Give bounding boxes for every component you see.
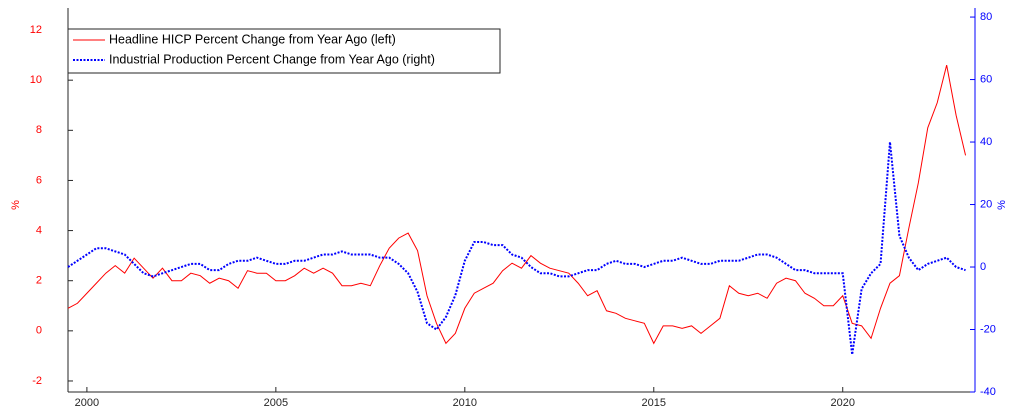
- y2-tick-label: 60: [980, 73, 992, 85]
- y-tick-label: 10: [30, 74, 42, 86]
- y2-tick-label: 40: [980, 136, 992, 148]
- legend-label: Industrial Production Percent Change fro…: [109, 52, 435, 66]
- y-tick-label: 2: [36, 275, 42, 287]
- x-tick-label: 2010: [453, 397, 477, 409]
- y2-axis-label: %: [996, 200, 1008, 210]
- x-tick-label: 2005: [264, 397, 288, 409]
- x-tick-label: 2020: [830, 397, 854, 409]
- y-tick-label: 0: [36, 325, 42, 337]
- legend-box: [67, 28, 501, 74]
- y2-tick-label: -20: [980, 323, 996, 335]
- y-tick-label: 4: [36, 224, 42, 236]
- x-tick-label: 2000: [75, 397, 99, 409]
- x-tick-label: 2015: [642, 397, 666, 409]
- y2-tick-label: 0: [980, 261, 986, 273]
- y-tick-label: -2: [32, 375, 42, 387]
- y2-tick-label: -40: [980, 386, 996, 398]
- y-tick-label: 12: [30, 24, 42, 36]
- y-tick-label: 8: [36, 124, 42, 136]
- series-line: [67, 65, 967, 345]
- y-axis-label: %: [10, 200, 22, 210]
- y2-tick-label: 20: [980, 198, 992, 210]
- series-line: [67, 141, 966, 355]
- legend-label: Headline HICP Percent Change from Year A…: [109, 32, 396, 46]
- y-tick-label: 6: [36, 174, 42, 186]
- y2-tick-label: 80: [980, 11, 992, 23]
